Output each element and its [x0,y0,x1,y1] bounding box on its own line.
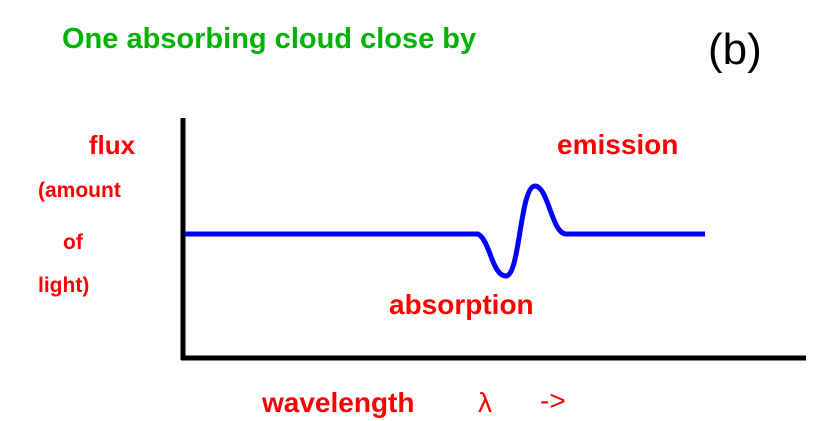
axis-arrow: -> [540,385,566,416]
absorption-label: absorption [389,289,534,320]
x-axis-label: wavelength [261,387,414,418]
y-axis-label: of [63,231,84,254]
panel-label: (b) [708,25,762,74]
spectrum-line [185,183,705,279]
title: One absorbing cloud close by [62,23,476,55]
y-axis-label: light) [38,274,89,297]
wavelength-symbol: λ [478,387,492,418]
y-axis-label: flux [89,130,136,160]
y-axis-label: (amount [38,179,121,202]
emission-label: emission [557,129,678,160]
